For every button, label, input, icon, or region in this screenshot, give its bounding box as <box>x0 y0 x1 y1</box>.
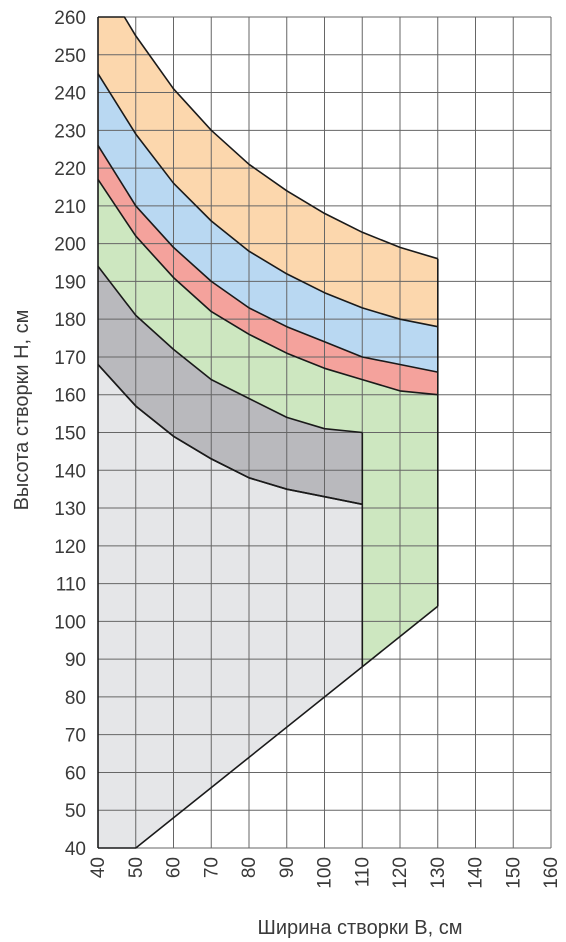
y-tick-label: 220 <box>54 159 86 180</box>
y-tick-label: 70 <box>65 726 86 747</box>
y-tick-label: 130 <box>54 499 86 520</box>
x-tick-labels: 40 50 60 70 80 90 100 110 120 130 140 150 160 <box>88 857 562 889</box>
y-tick-label: 90 <box>65 650 86 671</box>
x-tick-label: 150 <box>503 857 524 889</box>
x-tick-label: 160 <box>541 857 562 889</box>
boundary-bottom <box>98 605 439 849</box>
x-tick-label: 90 <box>277 857 298 878</box>
x-tick-label: 100 <box>315 857 336 889</box>
y-tick-label: 170 <box>54 348 86 369</box>
y-tick-label: 180 <box>54 310 86 331</box>
y-tick-label: 190 <box>54 272 86 293</box>
y-tick-label: 240 <box>54 84 86 105</box>
y-tick-label: 120 <box>54 537 86 558</box>
region-red <box>98 145 438 395</box>
region-blue <box>98 73 438 373</box>
x-tick-label: 50 <box>126 857 147 878</box>
x-tick-label: 40 <box>88 857 109 878</box>
y-tick-label: 50 <box>65 801 86 822</box>
y-axis-label: Высота створки H, см <box>11 310 33 511</box>
boundary-dark-gray <box>97 265 363 434</box>
boundary-red <box>97 144 438 373</box>
region-orange <box>98 17 438 327</box>
region-light-gray <box>98 364 363 848</box>
y-tick-label: 110 <box>56 575 86 596</box>
x-tick-label: 140 <box>466 857 487 889</box>
x-tick-label: 80 <box>239 857 260 878</box>
x-tick-label: 110 <box>352 857 373 887</box>
boundary-green <box>97 178 438 396</box>
y-tick-label: 40 <box>65 839 86 860</box>
y-tick-label: 200 <box>54 235 86 256</box>
x-tick-label: 70 <box>201 857 222 878</box>
chart-regions <box>98 17 438 848</box>
chart-grid <box>97 16 552 849</box>
chart-outlines <box>97 16 439 849</box>
y-tick-label: 100 <box>54 612 86 633</box>
y-tick-label: 260 <box>54 8 86 29</box>
y-tick-label: 230 <box>54 121 86 142</box>
y-tick-label: 250 <box>54 46 86 67</box>
y-tick-label: 150 <box>54 424 86 445</box>
y-tick-labels: 40 50 60 70 80 90 100 110 120 130 140 150 160 170 180 1… <box>54 8 86 860</box>
boundary-gray-bottom <box>97 363 363 506</box>
y-tick-label: 160 <box>54 386 86 407</box>
y-tick-label: 60 <box>65 763 86 784</box>
y-tick-label: 210 <box>54 197 86 218</box>
y-tick-label: 140 <box>54 461 86 482</box>
x-tick-label: 120 <box>390 857 411 889</box>
x-tick-label: 60 <box>164 857 185 878</box>
region-green <box>98 179 438 667</box>
region-dark-gray <box>98 266 363 505</box>
boundary-blue <box>97 73 438 328</box>
y-tick-label: 80 <box>65 688 86 709</box>
x-axis-label: Ширина створки B, см <box>257 917 462 939</box>
boundary-orange <box>98 16 439 260</box>
x-tick-label: 130 <box>428 857 449 889</box>
